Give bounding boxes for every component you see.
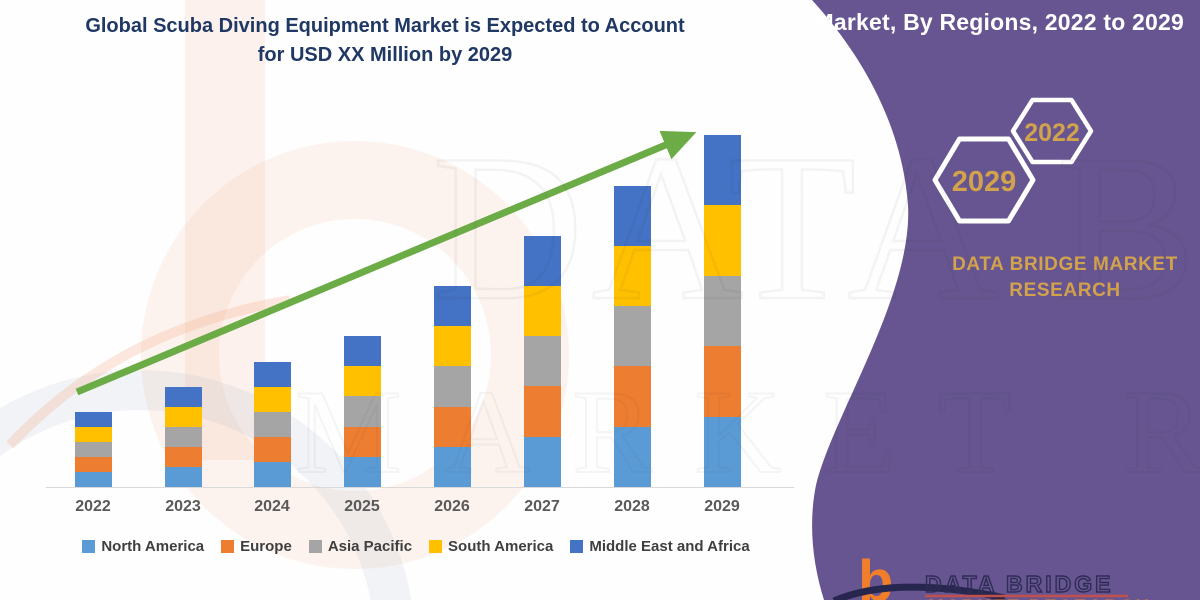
bar-segment-europe — [253, 436, 291, 462]
bar-segment-middle-east-and-africa — [74, 411, 112, 427]
x-axis-label-2023: 2023 — [165, 498, 201, 515]
bar-segment-asia-pacific — [74, 441, 112, 457]
x-axis-label-2027: 2027 — [524, 498, 560, 515]
x-axis-label-2029: 2029 — [704, 498, 740, 515]
legend-item-europe: Europe — [221, 538, 292, 555]
bar-segment-north-america — [253, 461, 291, 487]
footer-logo-swoosh-icon — [832, 583, 1006, 600]
bar-2024 — [253, 361, 291, 487]
x-axis-label-2022: 2022 — [75, 498, 111, 515]
bar-segment-north-america — [523, 436, 561, 487]
bar-segment-europe — [164, 446, 202, 467]
legend-swatch-icon — [570, 540, 584, 553]
x-axis-label-2025: 2025 — [344, 498, 380, 515]
bar-segment-north-america — [74, 471, 112, 487]
bar-segment-europe — [74, 456, 112, 472]
legend-label: Asia Pacific — [327, 538, 413, 555]
watermark-arc — [6, 295, 291, 449]
panel-brand-text: DATA BRIDGE MARKET RESEARCH — [952, 254, 1178, 301]
page-title-line2: for USD XX Million by 2029 — [257, 44, 513, 66]
bar-segment-middle-east-and-africa — [343, 336, 381, 367]
bar-2023 — [164, 386, 202, 487]
panel-header: Market, By Regions, 2022 to 2029 — [814, 9, 1184, 35]
watermark-b-bowl — [141, 141, 569, 569]
bar-segment-asia-pacific — [343, 396, 381, 427]
bar-segment-europe — [703, 346, 741, 417]
watermark-line1: DATA BRIDGE — [432, 112, 1200, 344]
bar-2025 — [343, 336, 381, 487]
watermark-line2: MARKET RESEARCH — [295, 365, 1200, 498]
hexagon-2029 — [932, 136, 1036, 224]
bar-segment-south-america — [613, 245, 651, 307]
bar-segment-asia-pacific — [613, 306, 651, 367]
bar-2026 — [433, 286, 471, 487]
bar-segment-middle-east-and-africa — [433, 286, 471, 327]
bar-segment-asia-pacific — [253, 411, 291, 437]
bar-segment-north-america — [703, 416, 741, 487]
watermark-circle — [0, 370, 412, 600]
hexagon-2022-label: 2022 — [1024, 119, 1080, 147]
bar-segment-middle-east-and-africa — [253, 361, 291, 387]
bar-2028 — [613, 185, 651, 487]
legend-swatch-icon — [308, 540, 322, 553]
bar-segment-middle-east-and-africa — [523, 235, 561, 286]
page-title-line1: Global Scuba Diving Equipment Market is … — [85, 15, 685, 37]
bar-segment-europe — [613, 366, 651, 427]
bar-segment-middle-east-and-africa — [164, 386, 202, 407]
bar-segment-south-america — [343, 366, 381, 397]
legend-label: Middle East and Africa — [589, 538, 750, 555]
footer-logo-line1: DATA BRIDGE — [925, 571, 1113, 597]
bar-segment-north-america — [343, 456, 381, 487]
hexagon-2029-label: 2029 — [952, 166, 1017, 198]
page-title: Global Scuba Diving Equipment Market is … — [30, 12, 740, 70]
chart-legend: North America Europe Asia Pacific South Ame… — [40, 538, 792, 555]
legend-swatch-icon — [221, 540, 235, 553]
legend-item-asia-pacific: Asia Pacific — [308, 538, 413, 555]
legend-swatch-icon — [82, 540, 96, 553]
bar-segment-asia-pacific — [164, 426, 202, 447]
legend-swatch-icon — [429, 540, 443, 553]
bar-segment-south-america — [523, 285, 561, 337]
bar-segment-asia-pacific — [523, 336, 561, 387]
bar-2027 — [523, 235, 561, 487]
bar-segment-south-america — [74, 426, 112, 442]
bar-segment-europe — [343, 426, 381, 457]
bar-segment-south-america — [433, 326, 471, 367]
bar-segment-north-america — [164, 466, 202, 487]
legend-item-middle-east-and-africa: Middle East and Africa — [570, 538, 750, 555]
bar-segment-north-america — [433, 446, 471, 487]
bar-segment-asia-pacific — [433, 366, 471, 407]
trend-arrow-line — [75, 130, 697, 396]
bar-segment-europe — [433, 406, 471, 447]
legend-item-south-america: South America — [429, 538, 553, 555]
bar-segment-south-america — [164, 406, 202, 427]
bar-segment-europe — [523, 386, 561, 437]
footer-logo-b-icon: b — [858, 549, 893, 600]
bar-segment-middle-east-and-africa — [613, 185, 651, 246]
x-axis-label-2024: 2024 — [254, 498, 290, 515]
bar-2022 — [74, 411, 112, 487]
hexagon-2022 — [1010, 97, 1094, 165]
legend-label: Europe — [240, 538, 292, 555]
bar-segment-asia-pacific — [703, 275, 741, 347]
legend-item-north-america: North America — [82, 538, 204, 555]
bar-segment-middle-east-and-africa — [703, 135, 741, 206]
bar-2029 — [703, 135, 741, 487]
bar-segment-south-america — [253, 386, 291, 412]
x-axis-line — [46, 487, 794, 488]
legend-label: North America — [101, 538, 205, 555]
x-axis-label-2026: 2026 — [434, 498, 470, 515]
x-axis-label-2028: 2028 — [614, 498, 650, 515]
legend-label: South America — [448, 538, 554, 555]
bar-segment-north-america — [613, 426, 651, 487]
bar-segment-south-america — [703, 205, 741, 276]
